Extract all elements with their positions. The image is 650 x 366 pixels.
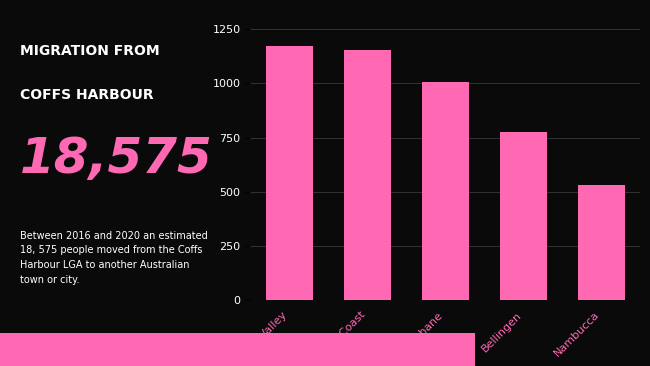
Text: MIGRATION FROM: MIGRATION FROM	[20, 44, 159, 58]
Text: 18,575: 18,575	[20, 135, 213, 183]
Bar	[500, 132, 547, 300]
Bar	[578, 185, 625, 300]
Bar	[344, 50, 391, 300]
Text: COFFS HARBOUR: COFFS HARBOUR	[20, 88, 153, 102]
Bar	[266, 45, 313, 300]
Bar	[422, 82, 469, 300]
Text: Between 2016 and 2020 an estimated
18, 575 people moved from the Coffs
Harbour L: Between 2016 and 2020 an estimated 18, 5…	[20, 231, 207, 285]
